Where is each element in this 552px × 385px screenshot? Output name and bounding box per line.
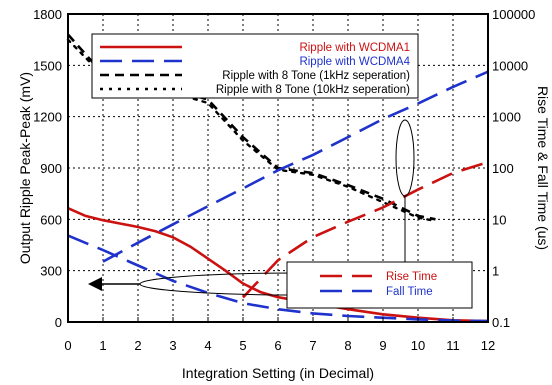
y-right-tick-label: 10 (492, 212, 506, 227)
legend-bottom: Rise Time Fall Time (286, 261, 473, 309)
x-tick-label: 10 (411, 338, 425, 353)
y-left-tick-label: 0 (55, 315, 62, 330)
y-right-tick-label: 1000 (492, 110, 521, 125)
legend-top-label: Ripple with 8 Tone (1kHz seperation) (222, 70, 410, 82)
x-tick-label: 8 (344, 338, 351, 353)
x-tick-label: 9 (379, 338, 386, 353)
series-ripple-wcdma1 (67, 207, 489, 323)
y-right-tick-label: 0.1 (492, 315, 510, 330)
x-axis-label: Integration Setting (in Decimal) (182, 365, 374, 381)
y-left-axis-label: Output Ripple Peak-Peak (mV) (17, 72, 33, 264)
y-left-tick-labels: 0 300 600 900 1200 1500 1800 (33, 7, 62, 330)
legend-top: Ripple with WCDMA1 Ripple with WCDMA4 Ripp… (91, 33, 419, 99)
legend-bottom-label: Rise Time (386, 271, 437, 283)
y-right-axis-label: Rise Time & Fall Time (us) (535, 86, 551, 250)
y-right-tick-label: 100 (492, 161, 514, 176)
right-axis-callout-ellipse (395, 119, 415, 197)
legend-top-label: Ripple with 8 Tone (10kHz seperation) (216, 84, 410, 96)
x-tick-labels: 0 1 2 3 4 5 6 7 8 9 10 11 12 (64, 317, 495, 353)
x-tick-label: 1 (99, 338, 106, 353)
legend-top-box (91, 33, 419, 99)
x-tick-label: 5 (239, 338, 246, 353)
x-tick-label: 3 (169, 338, 176, 353)
y-right-tick-label: 1 (492, 264, 499, 279)
legend-bottom-label: Fall Time (386, 286, 433, 298)
y-left-tick-label: 1200 (33, 110, 62, 125)
x-tick-label: 0 (64, 338, 71, 353)
legend-top-label: Ripple with WCDMA4 (299, 56, 410, 68)
legend-top-label: Ripple with WCDMA1 (299, 42, 410, 54)
y-left-tick-label: 1800 (33, 7, 62, 22)
x-tick-label: 6 (274, 338, 281, 353)
x-tick-label: 12 (481, 338, 495, 353)
y-right-tick-label: 10000 (492, 58, 528, 73)
x-tick-label: 11 (446, 338, 460, 353)
y-left-tick-label: 1500 (33, 58, 62, 73)
y-left-tick-label: 300 (40, 264, 62, 279)
legend-bottom-box (286, 261, 473, 309)
series-fall-time (102, 70, 489, 263)
series-rise-time (242, 160, 489, 299)
y-left-tick-label: 900 (40, 161, 62, 176)
y-right-tick-labels: 0.1 1 10 100 1000 10000 100000 (492, 7, 535, 330)
x-tick-label: 4 (204, 338, 211, 353)
y-right-tick-label: 100000 (492, 7, 535, 22)
left-axis-arrow-head (88, 277, 102, 291)
x-tick-label: 7 (309, 338, 316, 353)
x-tick-label: 2 (134, 338, 141, 353)
y-left-tick-label: 600 (40, 212, 62, 227)
